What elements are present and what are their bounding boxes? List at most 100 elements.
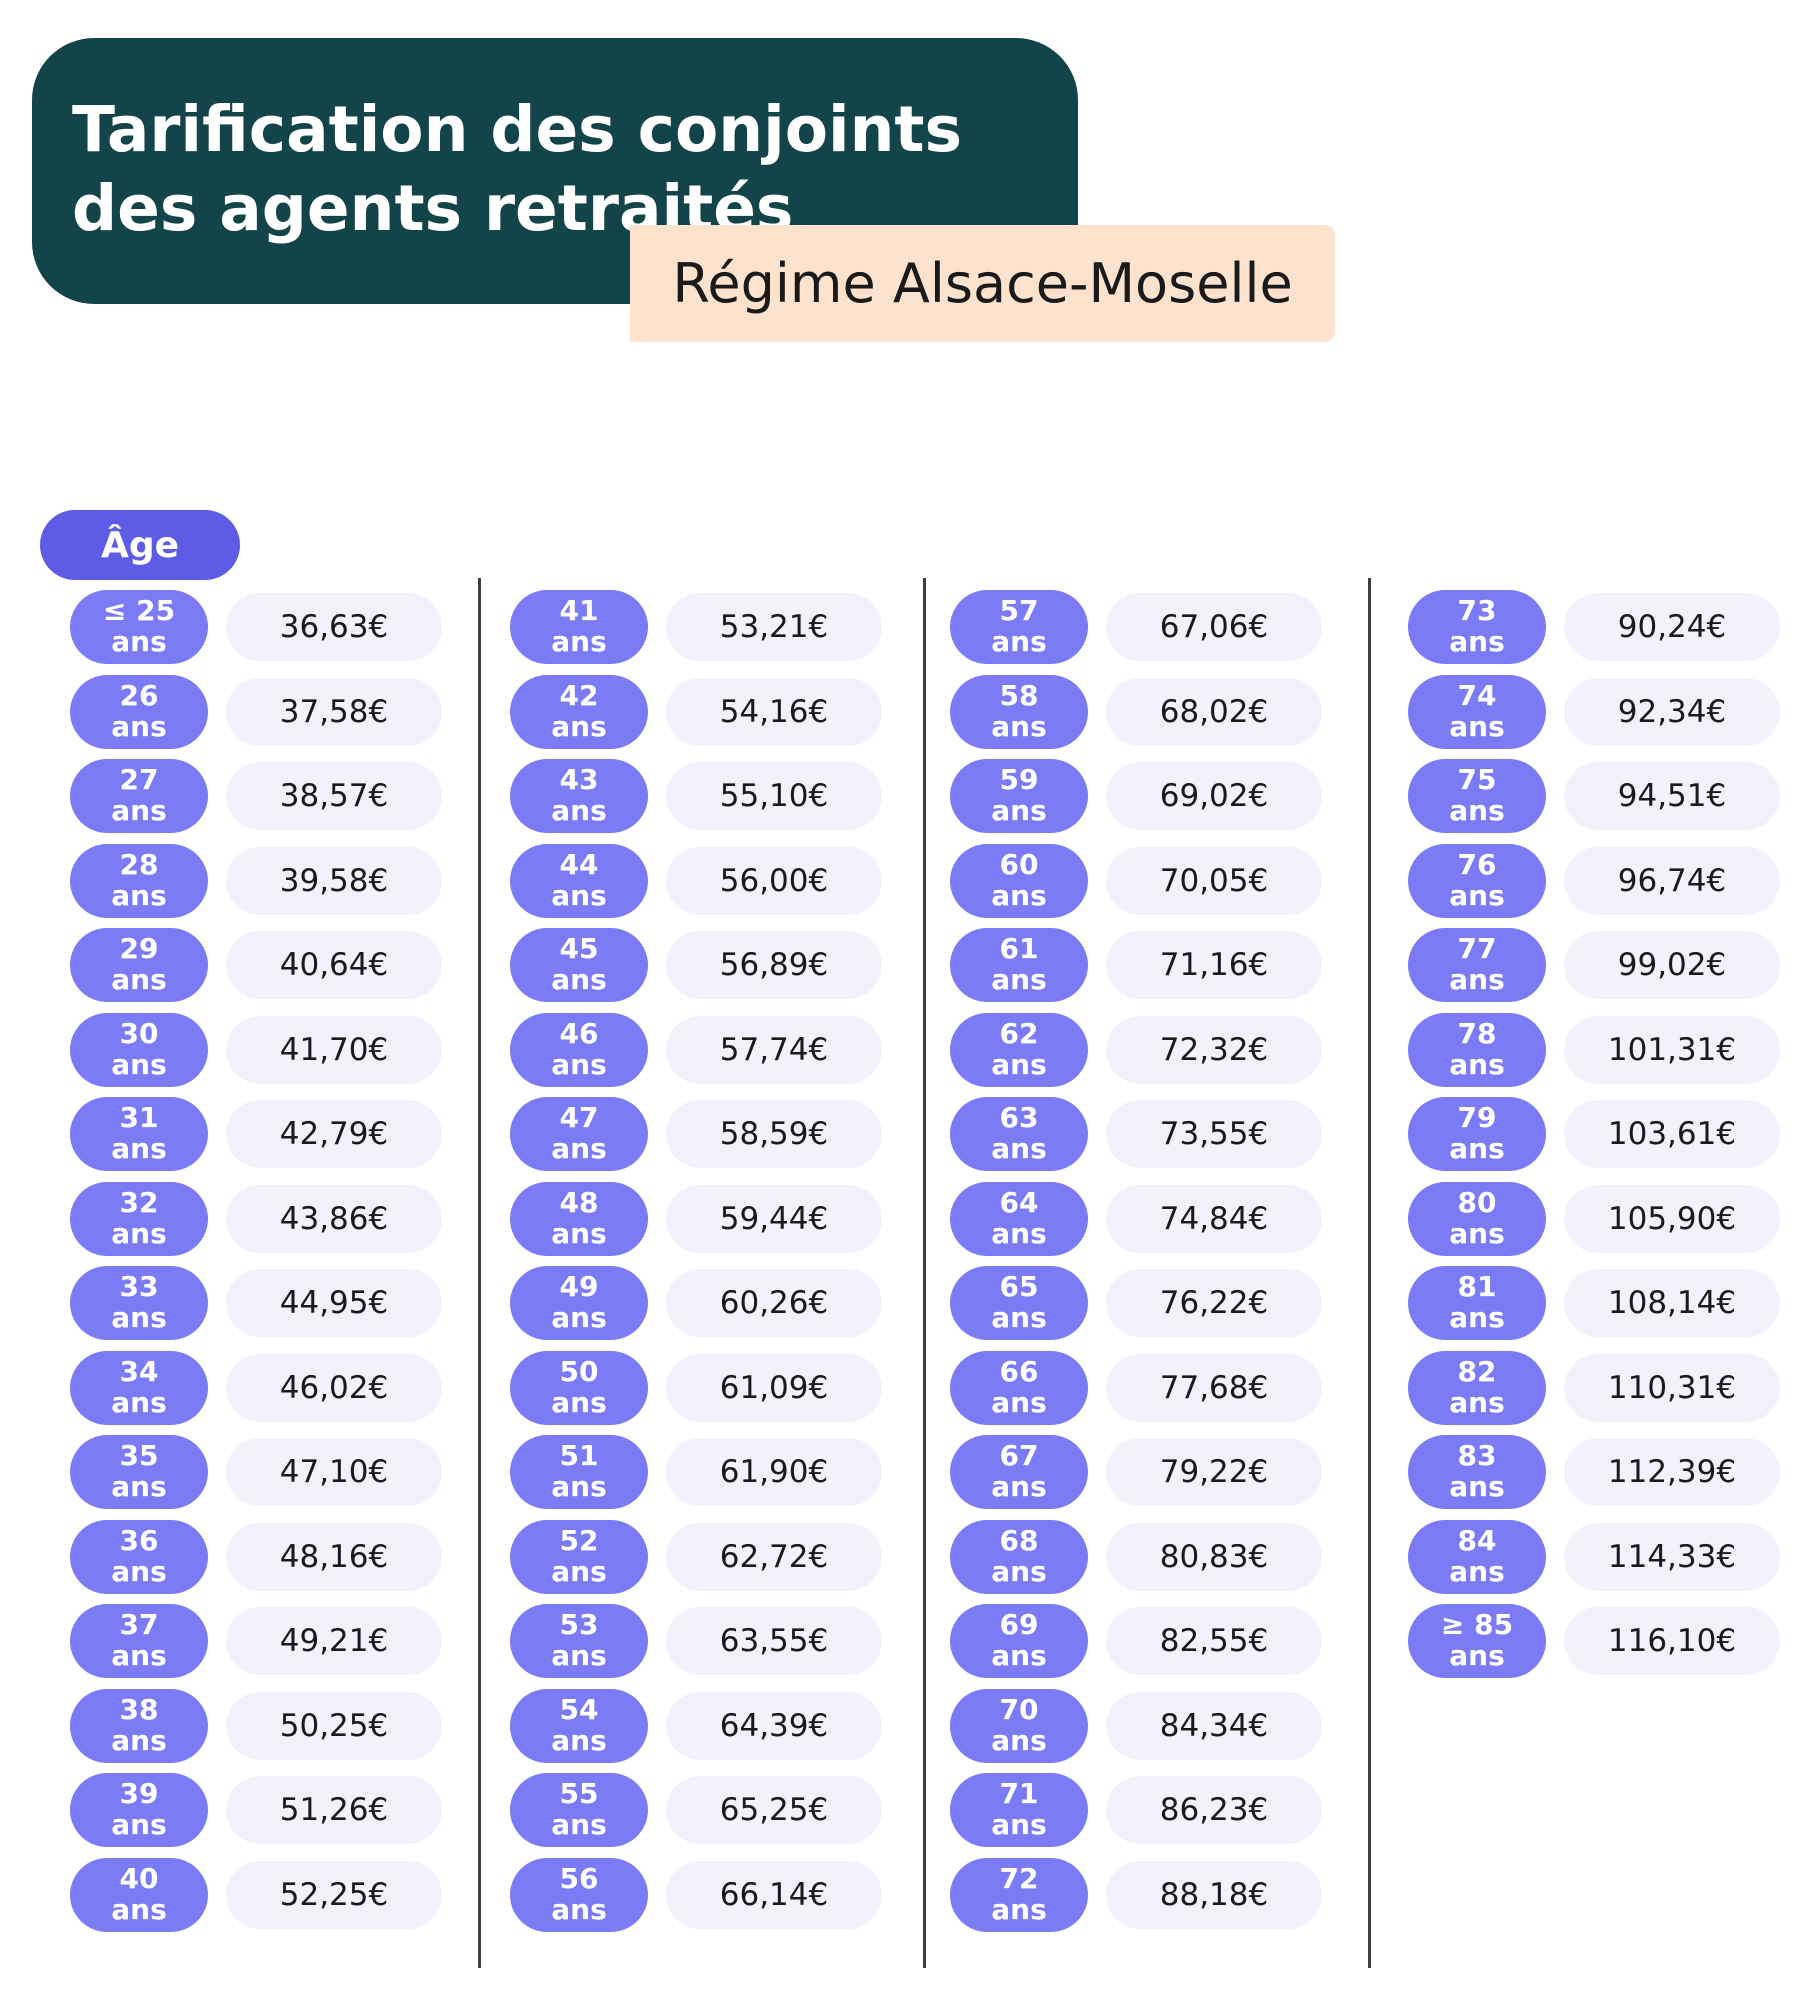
age-value: 81 <box>1457 1270 1497 1303</box>
age-value: 32 <box>119 1186 159 1219</box>
age-value: 75 <box>1457 763 1497 796</box>
age-unit: ans <box>1449 1301 1505 1334</box>
price-value: 67,06€ <box>1106 593 1322 661</box>
age-unit: ans <box>111 1048 167 1081</box>
age-value: 78 <box>1457 1017 1497 1050</box>
age-unit: ans <box>551 1386 607 1419</box>
price-value: 63,55€ <box>666 1607 882 1675</box>
age-value: 50 <box>559 1355 599 1388</box>
price-value: 53,21€ <box>666 593 882 661</box>
age-badge: 38 ans <box>70 1689 208 1763</box>
tariff-row: 48 ans 59,44€ <box>510 1182 930 1256</box>
age-unit: ans <box>111 1132 167 1165</box>
price-value: 112,39€ <box>1564 1438 1780 1506</box>
age-value: 68 <box>999 1524 1039 1557</box>
price-value: 84,34€ <box>1106 1692 1322 1760</box>
tariff-row: 69 ans 82,55€ <box>950 1604 1370 1678</box>
age-value: 39 <box>119 1777 159 1810</box>
tariff-row: 66 ans 77,68€ <box>950 1351 1370 1425</box>
age-unit: ans <box>991 1724 1047 1757</box>
price-value: 48,16€ <box>226 1523 442 1591</box>
price-value: 82,55€ <box>1106 1607 1322 1675</box>
price-value: 54,16€ <box>666 678 882 746</box>
age-value: 43 <box>559 763 599 796</box>
tariff-row: 84 ans 114,33€ <box>1408 1520 1812 1594</box>
age-header-label: Âge <box>100 524 180 566</box>
age-badge: 56 ans <box>510 1858 648 1932</box>
price-value: 80,83€ <box>1106 1523 1322 1591</box>
age-value: 76 <box>1457 848 1497 881</box>
age-value: 45 <box>559 932 599 965</box>
age-unit: ans <box>111 1893 167 1926</box>
age-value: 62 <box>999 1017 1039 1050</box>
age-value: 46 <box>559 1017 599 1050</box>
age-badge: 49 ans <box>510 1266 648 1340</box>
age-badge: 61 ans <box>950 928 1088 1002</box>
age-value: 48 <box>559 1186 599 1219</box>
age-unit: ans <box>111 1386 167 1419</box>
price-value: 68,02€ <box>1106 678 1322 746</box>
tariff-row: 41 ans 53,21€ <box>510 590 930 664</box>
age-unit: ans <box>551 1893 607 1926</box>
age-unit: ans <box>111 794 167 827</box>
age-unit: ans <box>111 1808 167 1841</box>
tariff-row: 38 ans 50,25€ <box>70 1689 490 1763</box>
age-unit: ans <box>991 794 1047 827</box>
price-value: 96,74€ <box>1564 847 1780 915</box>
age-value: 73 <box>1457 594 1497 627</box>
tariff-row: 75 ans 94,51€ <box>1408 759 1812 833</box>
age-value: ≤ 25 <box>102 594 176 627</box>
age-badge: 34 ans <box>70 1351 208 1425</box>
age-badge: 79 ans <box>1408 1097 1546 1171</box>
age-badge: 39 ans <box>70 1773 208 1847</box>
tariff-row: 39 ans 51,26€ <box>70 1773 490 1847</box>
age-unit: ans <box>551 963 607 996</box>
age-badge: 52 ans <box>510 1520 648 1594</box>
tariff-row: 78 ans 101,31€ <box>1408 1013 1812 1087</box>
age-badge: 33 ans <box>70 1266 208 1340</box>
tariff-row: 44 ans 56,00€ <box>510 844 930 918</box>
age-column-header: Âge <box>40 510 240 580</box>
age-value: 72 <box>999 1862 1039 1895</box>
age-value: 61 <box>999 932 1039 965</box>
age-value: 36 <box>119 1524 159 1557</box>
subtitle-label: Régime Alsace-Moselle <box>672 252 1293 315</box>
age-unit: ans <box>551 1470 607 1503</box>
age-value: 60 <box>999 848 1039 881</box>
age-badge: 43 ans <box>510 759 648 833</box>
price-value: 58,59€ <box>666 1100 882 1168</box>
age-value: 51 <box>559 1439 599 1472</box>
age-unit: ans <box>1449 1048 1505 1081</box>
age-unit: ans <box>1449 1217 1505 1250</box>
age-unit: ans <box>111 963 167 996</box>
tariff-row: 71 ans 86,23€ <box>950 1773 1370 1847</box>
price-value: 86,23€ <box>1106 1776 1322 1844</box>
age-unit: ans <box>991 710 1047 743</box>
price-value: 39,58€ <box>226 847 442 915</box>
age-value: 42 <box>559 679 599 712</box>
price-value: 71,16€ <box>1106 931 1322 999</box>
price-value: 55,10€ <box>666 762 882 830</box>
age-unit: ans <box>551 1639 607 1672</box>
price-value: 57,74€ <box>666 1016 882 1084</box>
age-badge: 40 ans <box>70 1858 208 1932</box>
tariff-row: 26 ans 37,58€ <box>70 675 490 749</box>
tariff-row: 37 ans 49,21€ <box>70 1604 490 1678</box>
age-unit: ans <box>111 710 167 743</box>
age-badge: 53 ans <box>510 1604 648 1678</box>
tariff-row: 52 ans 62,72€ <box>510 1520 930 1594</box>
age-unit: ans <box>1449 963 1505 996</box>
age-badge: 75 ans <box>1408 759 1546 833</box>
age-badge: 76 ans <box>1408 844 1546 918</box>
age-badge: 30 ans <box>70 1013 208 1087</box>
age-value: 74 <box>1457 679 1497 712</box>
price-value: 72,32€ <box>1106 1016 1322 1084</box>
tariff-row: 56 ans 66,14€ <box>510 1858 930 1932</box>
age-badge: 60 ans <box>950 844 1088 918</box>
age-badge: 69 ans <box>950 1604 1088 1678</box>
tariff-row: 29 ans 40,64€ <box>70 928 490 1002</box>
tariff-row: 49 ans 60,26€ <box>510 1266 930 1340</box>
age-unit: ans <box>991 625 1047 658</box>
price-value: 43,86€ <box>226 1185 442 1253</box>
age-unit: ans <box>991 1555 1047 1588</box>
